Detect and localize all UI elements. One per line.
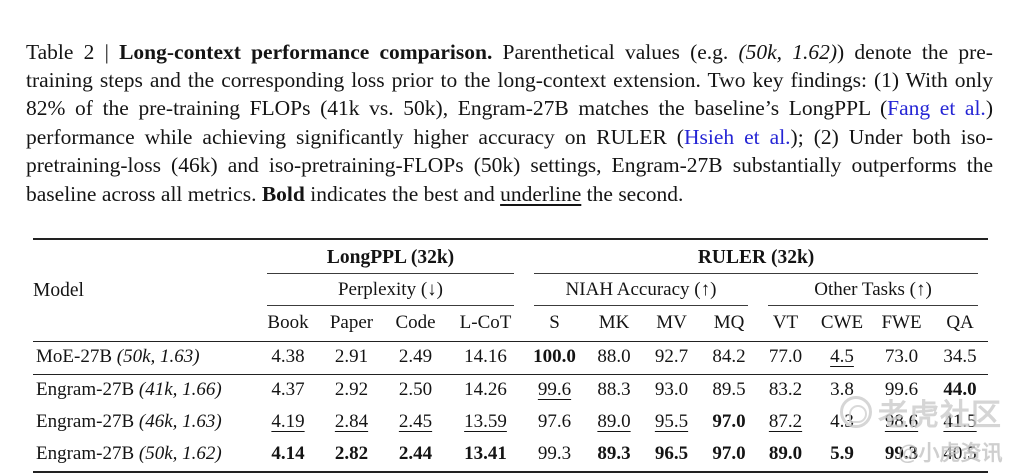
metric-cell: 13.41 bbox=[447, 439, 524, 473]
table-row: Engram-27B (46k, 1.63) 4.19 2.84 2.45 13.59 9… bbox=[33, 407, 988, 439]
group-header-longppl-label: LongPPL (32k) bbox=[267, 240, 514, 274]
column-header-mk: MK bbox=[598, 312, 630, 333]
metric-cell: 14.26 bbox=[447, 374, 524, 407]
metric-cell: 97.0 bbox=[712, 411, 746, 432]
group-header-ruler-label: RULER (32k) bbox=[534, 240, 979, 274]
metric-cell: 89.5 bbox=[700, 374, 758, 407]
metric-cell: 88.3 bbox=[585, 374, 643, 407]
metric-cell: 4.37 bbox=[257, 374, 319, 407]
column-header-fwe: FWE bbox=[881, 312, 922, 333]
metric-cell: 99.3 bbox=[871, 439, 932, 473]
metric-cell: 44.0 bbox=[932, 374, 989, 407]
caption-text-segment: Table 2 | bbox=[26, 39, 120, 64]
model-cell: Engram-27B (41k, 1.66) bbox=[33, 374, 257, 407]
column-header-s: S bbox=[549, 312, 560, 333]
metric-cell: 99.3 bbox=[524, 439, 585, 473]
metric-cell: 2.44 bbox=[384, 439, 447, 473]
metric-cell: 14.16 bbox=[447, 341, 524, 375]
metric-cell: 95.5 bbox=[654, 411, 689, 432]
table-row: MoE-27B (50k, 1.63) 4.38 2.91 2.49 14.16 100.… bbox=[33, 341, 989, 375]
metric-cell: 89.0 bbox=[758, 439, 813, 473]
metric-cell: 2.82 bbox=[319, 439, 384, 473]
metric-cell: 41.5 bbox=[943, 411, 977, 432]
table-caption: Table 2 | Long-context performance compa… bbox=[26, 38, 993, 208]
metric-cell: 2.84 bbox=[334, 411, 369, 432]
group-header-longppl: LongPPL (32k) bbox=[257, 238, 524, 274]
model-column-header: Model bbox=[33, 238, 257, 342]
metric-cell: 34.5 bbox=[932, 341, 989, 375]
metric-cell: 98.6 bbox=[884, 411, 919, 432]
metric-cell: 40.5 bbox=[932, 439, 989, 473]
metric-cell: 2.49 bbox=[384, 341, 447, 375]
metric-cell: 92.7 bbox=[643, 341, 700, 375]
metric-cell: 2.45 bbox=[398, 411, 433, 432]
table-row: Engram-27B (50k, 1.62) 4.14 2.82 2.44 13.41 9… bbox=[33, 439, 989, 473]
caption-text-segment: the second. bbox=[581, 181, 684, 206]
column-header-code: Code bbox=[395, 312, 436, 333]
metric-cell: 96.5 bbox=[643, 439, 700, 473]
model-cell: Engram-27B (46k, 1.63) bbox=[36, 411, 222, 432]
metric-cell: 13.59 bbox=[464, 411, 507, 432]
metric-cell: 84.2 bbox=[700, 341, 758, 375]
model-cell: Engram-27B (50k, 1.62) bbox=[33, 439, 257, 473]
metric-cell: 3.8 bbox=[813, 374, 871, 407]
metric-cell: 97.6 bbox=[537, 411, 572, 432]
metric-cell: 4.19 bbox=[271, 411, 305, 432]
column-header-l-cot: L-CoT bbox=[459, 312, 512, 333]
metric-cell: 88.0 bbox=[585, 341, 643, 375]
column-header-qa: QA bbox=[946, 312, 974, 333]
column-header-cwe: CWE bbox=[820, 312, 864, 333]
metric-cell: 2.50 bbox=[384, 374, 447, 407]
model-cell: MoE-27B (50k, 1.63) bbox=[33, 341, 257, 375]
caption-text-segment: indicates the best and bbox=[304, 181, 501, 206]
metric-cell: 83.2 bbox=[758, 374, 813, 407]
metric-cell: 4.14 bbox=[257, 439, 319, 473]
metric-cell: 87.2 bbox=[768, 411, 803, 432]
column-header-paper: Paper bbox=[329, 312, 374, 333]
caption-text-segment: Bold bbox=[261, 181, 305, 206]
caption-text-segment: ) performance while achieving significan… bbox=[26, 96, 993, 149]
column-header-vt: VT bbox=[772, 312, 799, 333]
metric-cell: 73.0 bbox=[871, 341, 932, 375]
metric-cell: 4.38 bbox=[257, 341, 319, 375]
caption-text-segment: Long-context performance comparison. bbox=[119, 39, 493, 64]
subgroup-header-other-tasks: Other Tasks (↑) bbox=[758, 274, 988, 306]
subgroup-header-niah: NIAH Accuracy (↑) bbox=[524, 274, 758, 306]
metric-cell: 99.6 bbox=[871, 374, 932, 407]
metric-cell: 5.9 bbox=[813, 439, 871, 473]
results-table: Model LongPPL (32k) RULER (32k) Perplexi… bbox=[33, 238, 989, 473]
subgroup-header-other-tasks-label: Other Tasks (↑) bbox=[768, 274, 979, 306]
citation-link[interactable]: Fang et al. bbox=[887, 96, 986, 121]
metric-cell: 4.3 bbox=[830, 411, 854, 432]
citation-link[interactable]: Hsieh et al. bbox=[683, 124, 791, 149]
column-header-mv: MV bbox=[656, 312, 687, 333]
metric-cell: 77.0 bbox=[758, 341, 813, 375]
subgroup-header-niah-label: NIAH Accuracy (↑) bbox=[534, 274, 748, 306]
metric-cell: 4.5 bbox=[813, 341, 871, 375]
caption-text-segment: ); (2) Under both iso-pretraining-loss (… bbox=[26, 124, 993, 206]
subgroup-header-perplexity: Perplexity (↓) bbox=[257, 274, 524, 306]
metric-cell: 2.92 bbox=[319, 374, 384, 407]
metric-cell: 99.6 bbox=[524, 374, 585, 407]
table-row: Engram-27B (41k, 1.66) 4.37 2.92 2.50 14.26 9… bbox=[33, 374, 989, 407]
column-header-book: Book bbox=[267, 312, 309, 333]
metric-cell: 89.0 bbox=[597, 411, 631, 432]
caption-text-segment: Parenthetical values (e.g. bbox=[492, 39, 739, 64]
metric-cell: 2.91 bbox=[319, 341, 384, 375]
caption-text-segment: (50k, 1.62) bbox=[738, 39, 838, 64]
subgroup-header-perplexity-label: Perplexity (↓) bbox=[267, 274, 514, 306]
caption-text-segment: ) denote the pre-training steps and the … bbox=[26, 39, 993, 121]
metric-cell: 97.0 bbox=[700, 439, 758, 473]
group-header-ruler: RULER (32k) bbox=[524, 238, 989, 274]
column-header-mq: MQ bbox=[713, 312, 745, 333]
caption-text-segment: underline bbox=[500, 181, 582, 206]
metric-cell: 93.0 bbox=[643, 374, 700, 407]
metric-cell: 100.0 bbox=[524, 341, 585, 375]
metric-cell: 89.3 bbox=[585, 439, 643, 473]
